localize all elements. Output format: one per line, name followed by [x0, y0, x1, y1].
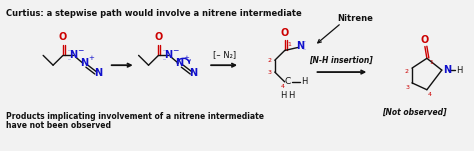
Text: C: C: [284, 77, 291, 86]
Text: N: N: [94, 68, 102, 78]
Text: 3: 3: [268, 70, 272, 75]
Text: 4: 4: [281, 84, 285, 89]
Text: O: O: [59, 32, 67, 42]
Text: ··: ··: [67, 57, 71, 62]
Text: [N-H insertion]: [N-H insertion]: [310, 56, 373, 65]
Text: O: O: [155, 32, 163, 42]
Text: −: −: [77, 46, 83, 55]
Text: Curtius: a stepwise path would involve a nitrene intermediate: Curtius: a stepwise path would involve a…: [6, 9, 302, 18]
Text: N: N: [297, 41, 305, 51]
Text: −: −: [173, 46, 179, 55]
Text: ··: ··: [302, 47, 307, 52]
Text: O: O: [421, 35, 429, 45]
Text: N: N: [189, 68, 197, 78]
Text: ··: ··: [67, 48, 71, 53]
Text: 1: 1: [429, 60, 433, 65]
Text: 2: 2: [268, 58, 272, 63]
Text: [Not observed]: [Not observed]: [382, 107, 446, 116]
Text: +: +: [183, 55, 189, 61]
Text: N: N: [80, 58, 88, 68]
Text: H: H: [301, 77, 308, 86]
Text: 1: 1: [288, 42, 292, 47]
Text: 2: 2: [405, 69, 409, 74]
Text: O: O: [281, 28, 289, 38]
Text: [– N₂]: [– N₂]: [212, 50, 236, 59]
Text: H: H: [456, 66, 462, 75]
Text: +: +: [88, 55, 94, 61]
Text: H: H: [281, 91, 287, 100]
Text: 4: 4: [428, 92, 432, 97]
Text: ··: ··: [163, 57, 166, 62]
Text: have not been observed: have not been observed: [6, 121, 111, 130]
Text: Nitrene: Nitrene: [337, 14, 374, 23]
Text: N: N: [164, 50, 173, 60]
Text: N: N: [175, 58, 183, 68]
Text: ··: ··: [163, 48, 166, 53]
Text: H: H: [289, 91, 295, 100]
Text: 3: 3: [406, 85, 410, 90]
Text: N: N: [443, 65, 451, 75]
Text: N: N: [69, 50, 77, 60]
Text: Products implicating involvement of a nitrene intermediate: Products implicating involvement of a ni…: [6, 112, 264, 121]
Text: ··: ··: [302, 39, 307, 44]
